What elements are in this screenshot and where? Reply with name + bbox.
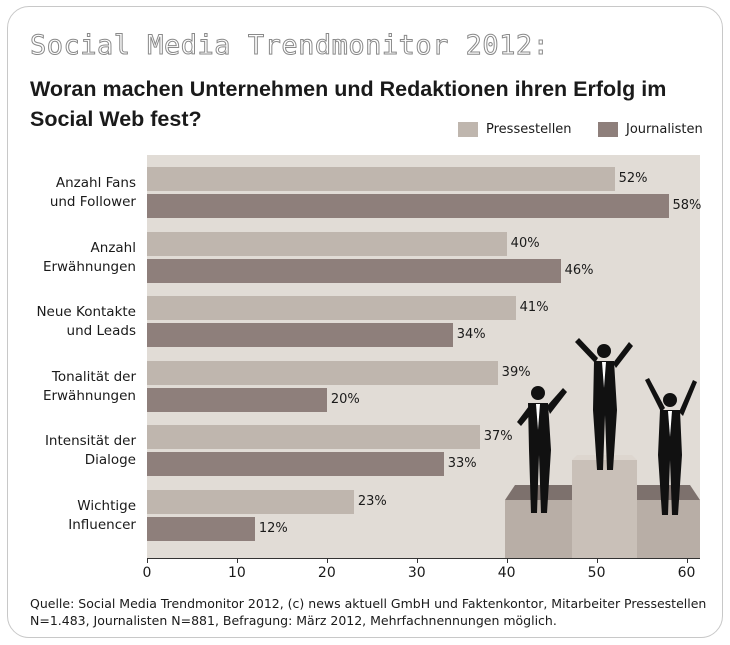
category-label-line: Neue Kontakte <box>36 304 136 321</box>
x-tick-mark <box>147 558 148 563</box>
data-label: 23% <box>357 494 387 509</box>
bar-pressestellen <box>147 425 480 450</box>
category-label-line: Influencer <box>68 517 136 533</box>
x-tick-mark <box>416 558 418 563</box>
data-label: 52% <box>618 171 648 186</box>
category-label-line: Erwähnungen <box>42 258 136 275</box>
source-note: Quelle: Social Media Trendmonitor 2012, … <box>30 596 707 628</box>
chart-kicker: Social Media Trendmonitor 2012: <box>29 30 550 62</box>
chart-title: Woran machen Unternehmen und Redaktionen… <box>30 77 667 131</box>
category-label-line: Anzahl Fans <box>55 175 136 191</box>
legend-label-journalisten: Journalisten <box>626 122 703 137</box>
legend-item-journalisten: Journalisten <box>598 122 703 137</box>
category-label: Tonalität der Erwähnungen <box>10 368 136 406</box>
x-axis-line <box>147 558 700 559</box>
data-label: 46% <box>564 262 594 278</box>
data-label: 37% <box>483 429 513 445</box>
data-label: 20% <box>330 391 360 407</box>
bar-journalisten <box>147 452 444 477</box>
data-label: 41% <box>519 300 549 316</box>
category-label-line: Dialoge <box>84 452 136 469</box>
bar-journalisten <box>147 258 561 283</box>
data-label: 39% <box>501 364 531 380</box>
x-tick-mark <box>326 558 328 563</box>
data-label: 40% <box>510 235 540 251</box>
bar-pressestellen <box>147 490 354 514</box>
x-tick-mark <box>236 558 238 563</box>
legend-item-pressestellen: Pressestellen <box>458 122 572 137</box>
x-tick-label: 30 <box>407 565 426 581</box>
x-tick-label: 10 <box>227 565 246 581</box>
x-tick-label: 50 <box>587 565 606 581</box>
category-label: Anzahl Fans und Follower <box>10 174 136 212</box>
bar-journalisten <box>147 517 255 541</box>
category-label-line: Anzahl <box>90 239 136 256</box>
category-label-line: und Leads <box>66 323 136 340</box>
x-tick-mark <box>596 558 598 563</box>
podium-winners-illustration <box>505 338 700 558</box>
bar-pressestellen <box>147 296 516 321</box>
legend-label-pressestellen: Pressestellen <box>486 122 572 137</box>
legend-swatch-journalisten <box>598 122 618 137</box>
category-label: Wichtige Influencer <box>10 497 136 535</box>
category-label-line: Erwähnungen <box>42 387 136 404</box>
category-label: Intensität der Dialoge <box>10 432 136 470</box>
data-label: 58% <box>672 198 702 213</box>
category-label-line: Intensität der <box>44 433 136 450</box>
data-label: 12% <box>258 521 288 536</box>
x-tick-label: 20 <box>317 565 336 581</box>
bar-journalisten <box>147 387 327 412</box>
bar-pressestellen <box>147 360 498 385</box>
bar-pressestellen <box>147 167 615 191</box>
category-label-line: und Follower <box>49 194 136 210</box>
data-label: 33% <box>447 456 477 472</box>
category-label: Anzahl Erwähnungen <box>10 239 136 277</box>
x-tick-label: 40 <box>497 565 516 581</box>
category-label-line: Wichtige <box>77 498 136 514</box>
data-label: 34% <box>456 327 486 343</box>
legend-swatch-pressestellen <box>458 122 478 137</box>
bar-journalisten <box>147 194 669 218</box>
category-label: Neue Kontakte und Leads <box>10 303 136 341</box>
x-tick-mark <box>506 558 508 563</box>
category-label-line: Tonalität der <box>51 368 136 385</box>
x-tick-label: 60 <box>677 565 696 581</box>
x-tick-mark <box>686 558 688 563</box>
bar-journalisten <box>147 323 453 348</box>
bar-pressestellen <box>147 231 507 256</box>
x-tick-label: 0 <box>142 565 152 581</box>
